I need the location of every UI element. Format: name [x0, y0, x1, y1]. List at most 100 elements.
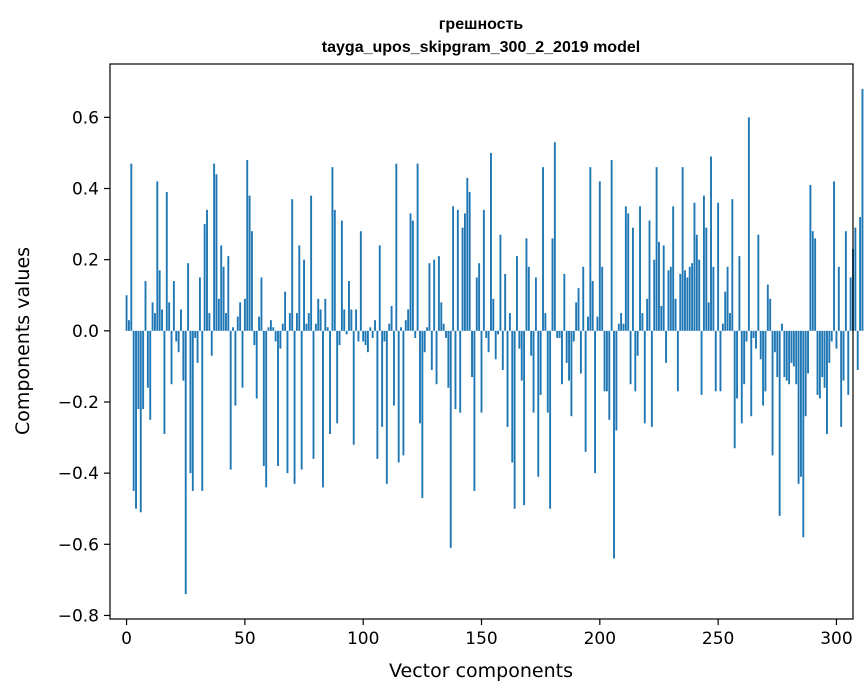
bar-95 [350, 309, 353, 331]
bar-276 [778, 330, 781, 516]
bar-221 [648, 220, 651, 331]
bar-281 [790, 330, 793, 363]
bar-219 [643, 330, 646, 424]
bar-161 [506, 330, 509, 427]
bar-240 [693, 202, 696, 331]
bar-205 [610, 160, 613, 331]
bar-77 [307, 313, 310, 331]
bar-127 [426, 327, 429, 331]
bar-301 [837, 266, 840, 331]
bar-284 [797, 330, 800, 484]
bar-65 [279, 330, 282, 349]
bar-158 [499, 234, 502, 331]
bar-76 [305, 323, 308, 331]
bar-119 [407, 309, 410, 331]
bar-141 [459, 330, 462, 413]
bar-80 [314, 323, 317, 331]
bar-231 [672, 206, 675, 331]
bar-208 [617, 323, 620, 331]
bar-257 [733, 330, 736, 449]
bar-134 [442, 323, 445, 331]
bar-177 [544, 313, 547, 331]
bar-103 [369, 327, 372, 331]
bar-172 [532, 330, 535, 413]
bar-255 [729, 313, 731, 331]
bar-295 [823, 330, 826, 388]
y-tick-label: 0.4 [72, 180, 99, 200]
bar-224 [655, 167, 658, 331]
bar-87 [331, 167, 334, 331]
bar-45 [232, 327, 234, 331]
bar-234 [679, 273, 682, 331]
bar-117 [402, 330, 405, 456]
bar-18 [168, 302, 171, 331]
bar-113 [393, 330, 395, 406]
bar-285 [800, 330, 802, 477]
bar-173 [534, 277, 537, 331]
bar-37 [213, 163, 216, 331]
bar-233 [676, 330, 679, 392]
bar-214 [631, 227, 634, 331]
y-tick-label: −0.4 [58, 464, 99, 484]
bar-126 [423, 330, 426, 353]
bar-308 [854, 227, 857, 331]
bar-78 [310, 195, 313, 331]
bar-292 [816, 330, 819, 395]
bar-130 [433, 259, 436, 331]
bar-132 [437, 256, 440, 331]
bar-245 [705, 227, 708, 331]
bar-228 [665, 330, 668, 363]
bar-12 [154, 313, 156, 331]
bar-197 [591, 281, 594, 331]
bar-169 [525, 238, 528, 331]
bar-61 [269, 320, 272, 331]
bar-272 [769, 298, 772, 331]
bar-189 [572, 330, 575, 342]
bar-262 [745, 330, 748, 342]
bar-57 [260, 277, 263, 331]
y-tick-label: −0.2 [58, 393, 99, 413]
bar-122 [414, 330, 417, 338]
bar-82 [319, 309, 322, 331]
bar-8 [144, 281, 147, 331]
bar-264 [750, 330, 753, 417]
bar-278 [783, 330, 786, 378]
bar-270 [764, 330, 767, 392]
bar-101 [364, 330, 367, 346]
bar-163 [511, 330, 514, 463]
bar-89 [336, 330, 339, 424]
bar-110 [385, 330, 388, 484]
bar-83 [322, 330, 324, 488]
bar-20 [172, 281, 175, 331]
bar-251 [719, 330, 722, 392]
bar-279 [785, 330, 788, 381]
bar-286 [802, 330, 805, 538]
bar-206 [613, 330, 615, 559]
bar-85 [326, 327, 329, 331]
chart-title: грешность [439, 16, 524, 33]
y-tick-label: −0.6 [58, 535, 99, 555]
bar-102 [366, 330, 369, 353]
bar-131 [435, 330, 438, 385]
bar-38 [215, 174, 218, 331]
bar-2 [130, 163, 133, 331]
bar-218 [641, 313, 644, 331]
bar-217 [639, 206, 641, 331]
bar-174 [537, 330, 540, 477]
bar-123 [416, 163, 419, 331]
y-tick-label: −0.8 [58, 606, 99, 626]
bar-105 [374, 320, 376, 331]
bar-154 [490, 152, 492, 331]
bar-298 [830, 330, 833, 342]
bar-44 [229, 330, 232, 470]
bar-215 [634, 330, 637, 392]
bar-148 [475, 277, 478, 331]
bar-230 [669, 266, 672, 331]
bar-144 [466, 177, 469, 331]
bar-24 [182, 330, 185, 381]
bar-261 [743, 330, 746, 385]
bar-121 [411, 220, 414, 331]
bar-136 [447, 330, 450, 388]
bar-138 [452, 206, 455, 331]
bar-149 [478, 263, 481, 331]
